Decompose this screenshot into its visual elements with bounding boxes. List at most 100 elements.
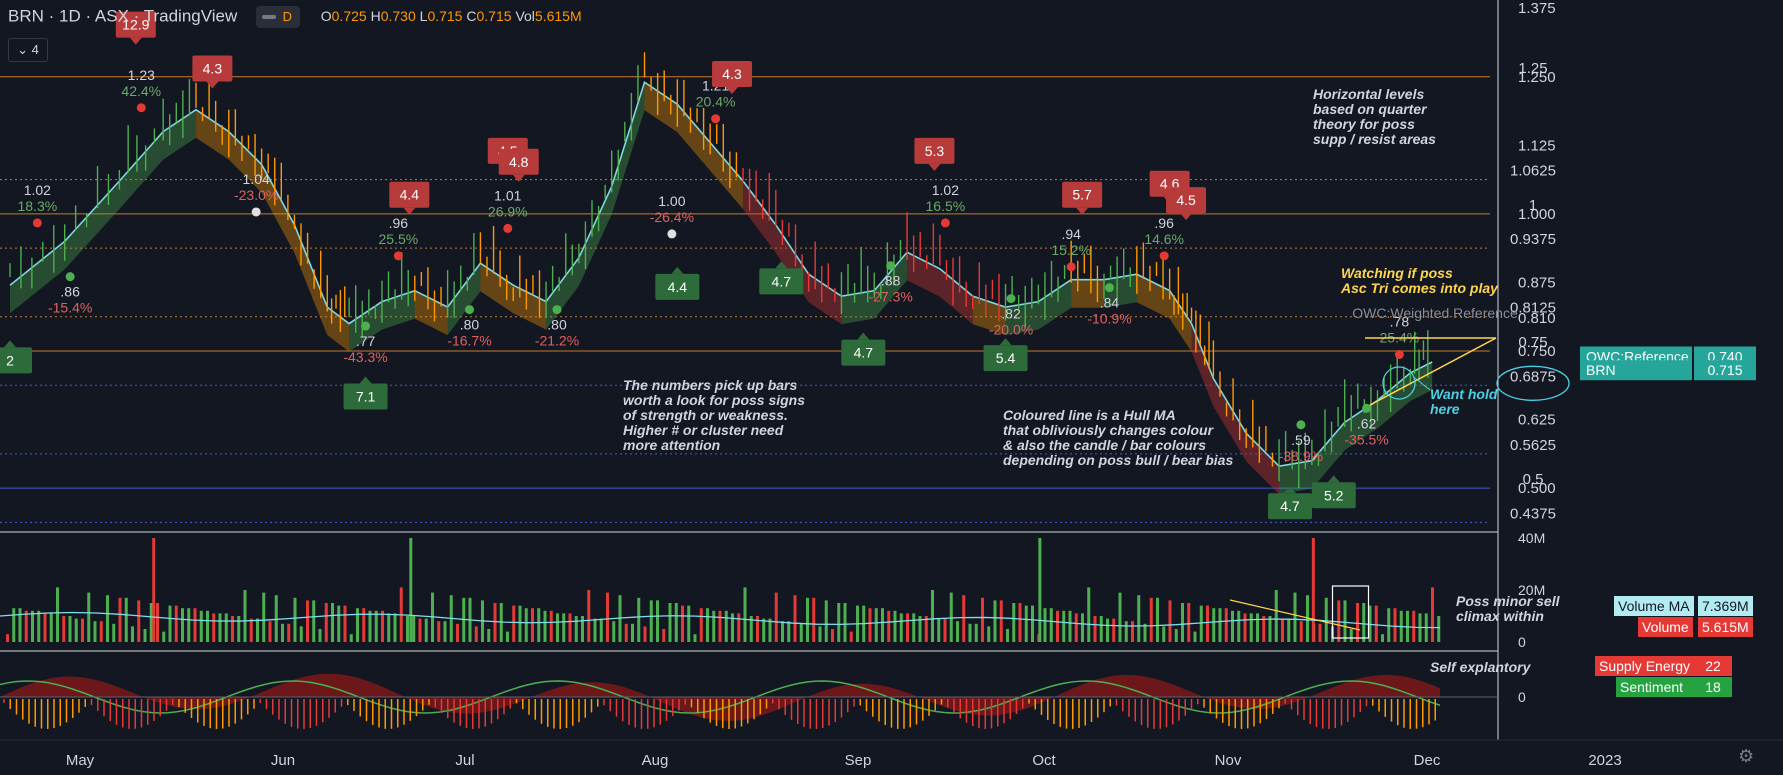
volume-bar (843, 603, 847, 642)
buy-signal-pointer (1283, 486, 1296, 494)
swing-low-dot (1296, 420, 1306, 430)
volume-bar (956, 621, 959, 642)
volume-bar (1281, 618, 1284, 642)
buy-signal-label: 4.4 (668, 279, 688, 295)
swing-pct-label: 15.2% (1051, 242, 1091, 258)
swing-pct-label: 26.9% (488, 203, 528, 219)
volume-bar (731, 613, 734, 642)
volume-bar (193, 608, 197, 642)
sell-signal-box (712, 61, 753, 88)
oscillator-tick-label: 0 (1518, 689, 1526, 705)
volume-bar (762, 618, 766, 642)
volume-bar (318, 629, 322, 642)
hull-ma-band (119, 131, 164, 209)
chart-header: BRN · 1D · ASX · TradingView D O0.725 H0… (8, 6, 582, 28)
want-hold-pointer (1414, 377, 1431, 391)
volume-bar (1043, 608, 1047, 642)
note-hull-ma: Coloured line is a Hull MA that oblivious… (1003, 407, 1234, 468)
volume-bar (1381, 634, 1384, 642)
open-value: 0.725 (331, 8, 367, 25)
time-tick-label: Oct (1032, 752, 1056, 769)
hull-ma-band (195, 109, 229, 160)
swing-price-label: 1.23 (128, 67, 155, 83)
sell-signal-label: 4.3 (722, 66, 742, 82)
volume-bar (287, 623, 291, 642)
hull-ma-band (1071, 279, 1104, 308)
volume-bar (612, 621, 616, 642)
volume-bar (699, 608, 703, 642)
time-tick-label: Dec (1414, 752, 1441, 769)
supply-energy-value: 22 (1694, 656, 1732, 676)
buy-signal-label: 4.7 (772, 273, 792, 289)
buy-signal-box (1311, 482, 1356, 509)
hull-ma-band (742, 180, 776, 253)
interval-toggle[interactable]: D (256, 6, 301, 28)
sell-signal-label: 5.3 (925, 143, 945, 159)
indicators-collapse-button[interactable]: ⌄ 4 (8, 38, 48, 62)
hull-ma-band (710, 142, 743, 209)
volume-bar (262, 592, 266, 642)
price-tag-value-bg (1694, 360, 1756, 381)
swing-high-dot (940, 218, 950, 228)
volume-bar (556, 613, 559, 642)
swing-price-label: .80 (547, 317, 567, 333)
volume-bar (549, 610, 553, 642)
sentiment-line (0, 680, 1441, 714)
buy-signal-label: 5.4 (996, 350, 1016, 366)
climax-trend-line (1229, 599, 1361, 631)
volume-spike-bar (152, 538, 156, 642)
volume-bar (749, 616, 753, 642)
price-tag-label: BRN (1586, 362, 1616, 378)
volume-bar (893, 610, 897, 642)
toggle-icon (262, 15, 277, 19)
hull-ma-band (1191, 323, 1214, 407)
volume-bar (56, 587, 59, 642)
volume-bar (62, 616, 66, 642)
volume-bar (1149, 597, 1153, 642)
swing-high-dot (1394, 350, 1404, 360)
buy-signal-pointer (775, 261, 788, 269)
volume-bar (368, 610, 372, 642)
volume-bar (31, 610, 34, 642)
hull-ma-band (513, 285, 547, 330)
volume-bar (206, 610, 209, 642)
volume-bar (599, 618, 603, 642)
weighted-reference-label: OWC:Weighted Reference (1352, 305, 1518, 321)
volume-bar (693, 634, 697, 642)
swing-price-label: .86 (60, 284, 80, 300)
volume-bar (524, 608, 528, 642)
volume-bar (1187, 603, 1191, 642)
hull-ma-band (327, 307, 350, 352)
volume-bar (949, 592, 953, 642)
volume-bar (1349, 629, 1353, 642)
high-value: 0.730 (380, 8, 416, 25)
volume-bar (1218, 608, 1222, 642)
volume-bar (187, 608, 191, 642)
sell-signal-box (389, 181, 430, 208)
volume-bar (199, 610, 203, 642)
volume-bar (18, 608, 22, 642)
hull-ma-band (163, 109, 196, 160)
volume-bar (624, 623, 628, 642)
swing-price-label: .84 (1100, 295, 1120, 311)
volume-bar (124, 597, 128, 642)
swing-pct-label: 42.4% (121, 83, 161, 99)
symbol-title[interactable]: BRN · 1D · ASX · TradingView (8, 6, 238, 26)
swing-pct-label: 25.5% (379, 231, 419, 247)
swing-pct-label: -38.9% (1279, 448, 1323, 464)
volume-bar (1249, 613, 1253, 642)
volume-bar (281, 623, 284, 642)
volume-bar (931, 590, 934, 642)
settings-gear-icon[interactable]: ⚙ (1738, 746, 1755, 766)
quarter-level-label: 0.8125 (1510, 300, 1556, 317)
interval-badge: D (282, 9, 293, 24)
volume-bar (374, 610, 378, 642)
price-tick-label: 0.810 (1518, 310, 1556, 327)
volume-bar (1243, 613, 1247, 642)
volume-bar (1124, 621, 1128, 642)
hull-ma-band (1344, 400, 1378, 451)
volume-bar (568, 613, 572, 642)
volume-bar (68, 616, 72, 642)
volume-bar (1199, 605, 1203, 642)
